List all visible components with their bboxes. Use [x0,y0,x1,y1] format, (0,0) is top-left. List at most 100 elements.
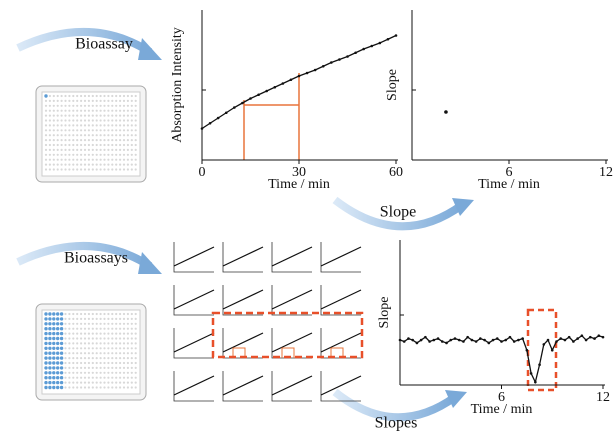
well [59,317,64,321]
well [80,109,83,112]
data-point [563,338,567,342]
well [48,376,52,380]
well [130,143,133,147]
well [44,104,48,107]
well [64,168,67,171]
well [122,158,126,161]
well [115,129,118,132]
well [119,327,122,330]
well [44,148,48,151]
well [99,376,102,379]
well [115,124,118,127]
well [68,163,71,166]
well [134,327,137,330]
well [91,99,94,102]
well [83,386,87,389]
well [119,361,122,365]
x-tick-label: 12 [599,165,613,180]
well [95,129,98,132]
well [134,366,137,369]
mini-axes [320,371,361,402]
well [87,143,90,147]
well [80,337,83,340]
well [99,94,102,98]
mini-axes [222,242,263,273]
well [115,94,118,98]
well [134,139,137,142]
mini-line [222,332,264,353]
data-point [517,338,520,342]
well [103,104,106,107]
well [52,317,56,321]
well [80,371,83,374]
well [111,337,114,340]
well [115,312,118,316]
well [91,134,94,137]
data-point [479,337,482,340]
well [119,163,122,166]
well [119,332,122,335]
well [91,376,94,379]
well [91,371,94,374]
well [87,366,90,369]
well [56,129,59,132]
well [68,104,71,107]
data-point [273,85,277,89]
well [52,148,55,151]
well [103,342,106,345]
well [56,380,60,385]
data-point [241,101,244,105]
well [80,119,83,122]
data-point [289,78,293,82]
well [126,332,129,335]
well [76,143,79,147]
well [87,347,90,350]
well [56,163,59,166]
well [134,163,137,166]
x-axis-label: Time / min [478,177,540,192]
well [111,312,114,316]
well [122,376,126,379]
well [87,134,90,137]
well [68,168,71,171]
well [48,331,52,336]
well [48,99,52,102]
well [103,119,106,122]
well [44,336,48,341]
well [119,114,122,117]
well [111,109,114,112]
well [107,322,110,325]
well [72,109,75,112]
well [126,322,129,325]
well [60,109,63,112]
well [59,327,64,331]
well [44,341,48,346]
well [122,114,126,117]
well [130,158,133,161]
well [115,139,118,142]
well [115,337,118,340]
well [80,386,83,389]
well [91,153,94,156]
well [48,119,52,122]
well [64,381,67,384]
well [59,351,64,355]
data-point [281,82,285,85]
data-point [321,64,325,68]
well [95,109,98,112]
well [48,94,52,98]
well [64,322,67,325]
well [103,158,106,161]
well [68,332,71,335]
well [95,119,98,122]
well [107,139,110,142]
well [91,163,94,166]
well [52,312,56,316]
well [59,376,64,380]
well [134,124,137,127]
well [44,327,48,331]
well [122,381,126,384]
well [83,357,87,360]
mini-axes [173,371,214,402]
well [107,347,110,350]
